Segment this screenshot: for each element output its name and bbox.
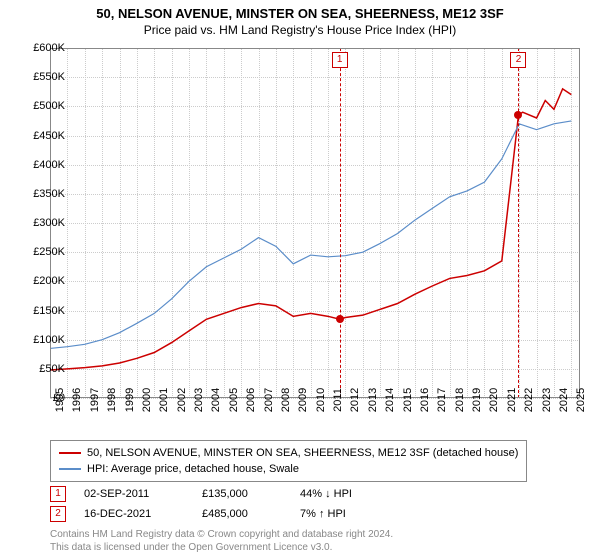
x-tick-label: 1995 <box>54 388 66 412</box>
x-tick-label: 2008 <box>280 388 292 412</box>
x-tick-label: 2013 <box>367 388 379 412</box>
event-id-box: 2 <box>50 506 66 522</box>
x-tick-label: 2021 <box>506 388 518 412</box>
event-price: £485,000 <box>202 504 282 524</box>
x-tick-label: 2005 <box>228 388 240 412</box>
y-tick-label: £450K <box>33 130 65 142</box>
x-tick-label: 2015 <box>402 388 414 412</box>
chart-container: 50, NELSON AVENUE, MINSTER ON SEA, SHEER… <box>0 0 600 560</box>
x-tick-label: 2011 <box>332 388 344 412</box>
chart-title: 50, NELSON AVENUE, MINSTER ON SEA, SHEER… <box>0 0 600 21</box>
plot-area: 12 <box>50 48 580 398</box>
legend-swatch <box>59 452 81 454</box>
legend-label: HPI: Average price, detached house, Swal… <box>87 461 299 477</box>
x-tick-label: 1999 <box>124 388 136 412</box>
y-tick-label: £350K <box>33 188 65 200</box>
x-tick-label: 2006 <box>245 388 257 412</box>
x-tick-label: 2002 <box>176 388 188 412</box>
event-id-box: 1 <box>50 486 66 502</box>
x-tick-label: 1997 <box>89 388 101 412</box>
y-tick-label: £600K <box>33 42 65 54</box>
event-date: 02-SEP-2011 <box>84 484 184 504</box>
legend: 50, NELSON AVENUE, MINSTER ON SEA, SHEER… <box>50 440 527 482</box>
x-tick-label: 2019 <box>471 388 483 412</box>
event-price: £135,000 <box>202 484 282 504</box>
event-pct: 44% ↓ HPI <box>300 484 410 504</box>
event-row: 1 02-SEP-2011 £135,000 44% ↓ HPI <box>50 484 410 504</box>
x-tick-label: 2003 <box>193 388 205 412</box>
legend-label: 50, NELSON AVENUE, MINSTER ON SEA, SHEER… <box>87 445 518 461</box>
x-tick-label: 2012 <box>349 388 361 412</box>
x-tick-label: 2010 <box>315 388 327 412</box>
event-pct: 7% ↑ HPI <box>300 504 410 524</box>
legend-item: HPI: Average price, detached house, Swal… <box>59 461 518 477</box>
events-table: 1 02-SEP-2011 £135,000 44% ↓ HPI 2 16-DEC-202… <box>50 484 410 524</box>
event-row: 2 16-DEC-2021 £485,000 7% ↑ HPI <box>50 504 410 524</box>
x-tick-label: 2020 <box>488 388 500 412</box>
x-tick-label: 2000 <box>141 388 153 412</box>
x-tick-label: 2007 <box>263 388 275 412</box>
y-tick-label: £400K <box>33 159 65 171</box>
chart-subtitle: Price paid vs. HM Land Registry's House … <box>0 21 600 37</box>
footer-attribution: Contains HM Land Registry data © Crown c… <box>50 528 393 554</box>
y-tick-label: £300K <box>33 217 65 229</box>
x-tick-label: 2023 <box>541 388 553 412</box>
plot-border <box>50 48 580 398</box>
x-tick-label: 2022 <box>523 388 535 412</box>
x-tick-label: 2014 <box>384 388 396 412</box>
event-date: 16-DEC-2021 <box>84 504 184 524</box>
legend-swatch <box>59 468 81 470</box>
x-tick-label: 2001 <box>158 388 170 412</box>
y-tick-label: £250K <box>33 246 65 258</box>
y-tick-label: £500K <box>33 100 65 112</box>
x-tick-label: 1998 <box>106 388 118 412</box>
footer-line1: Contains HM Land Registry data © Crown c… <box>50 528 393 541</box>
x-tick-label: 2017 <box>436 388 448 412</box>
x-tick-label: 2024 <box>558 388 570 412</box>
y-tick-label: £100K <box>33 334 65 346</box>
y-tick-label: £150K <box>33 305 65 317</box>
x-tick-label: 2025 <box>575 388 587 412</box>
x-tick-label: 2009 <box>297 388 309 412</box>
y-tick-label: £550K <box>33 71 65 83</box>
x-tick-label: 2018 <box>454 388 466 412</box>
legend-item: 50, NELSON AVENUE, MINSTER ON SEA, SHEER… <box>59 445 518 461</box>
footer-line2: This data is licensed under the Open Gov… <box>50 541 393 554</box>
y-tick-label: £50K <box>39 363 65 375</box>
x-tick-label: 1996 <box>71 388 83 412</box>
x-tick-label: 2016 <box>419 388 431 412</box>
x-tick-label: 2004 <box>210 388 222 412</box>
y-tick-label: £200K <box>33 275 65 287</box>
